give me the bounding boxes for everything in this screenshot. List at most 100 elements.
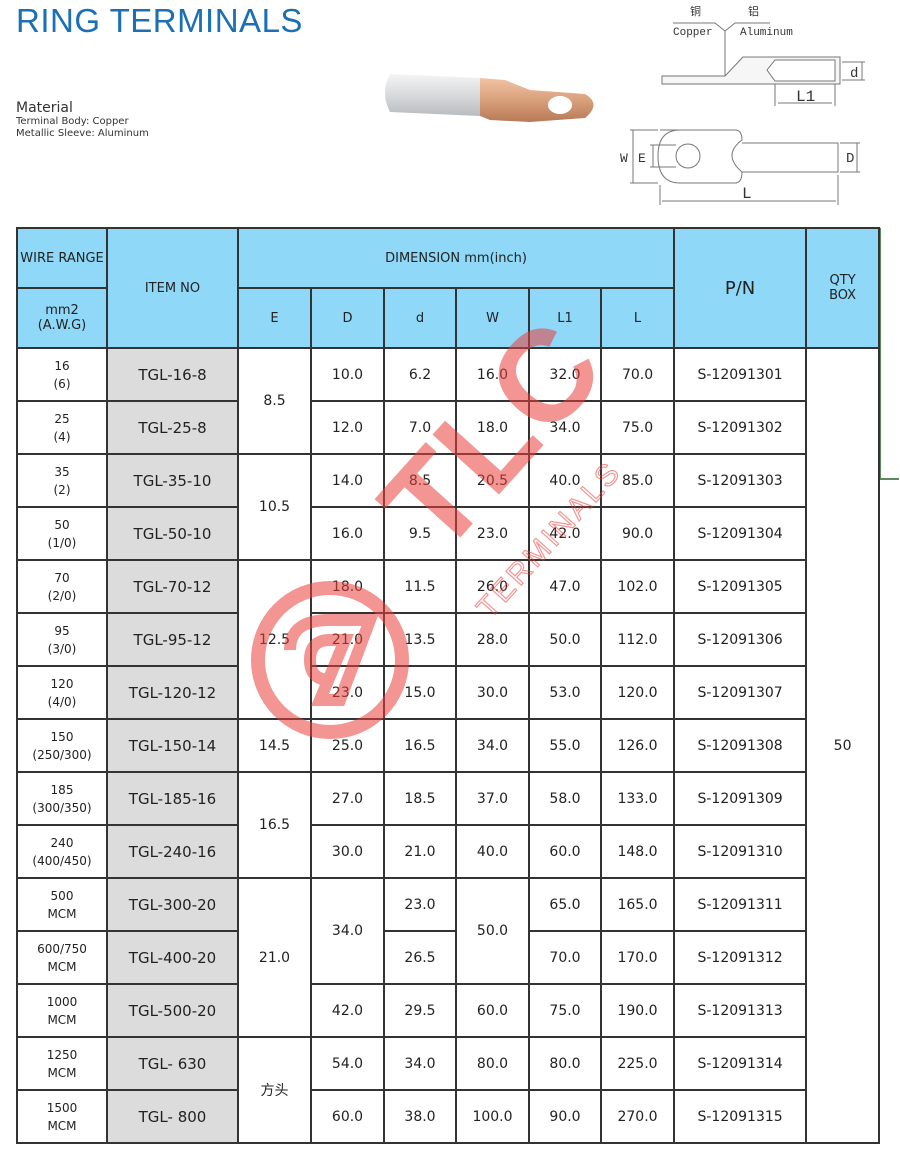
wire-mm2: 95 — [54, 623, 70, 638]
cell-item: TGL-400-20 — [106, 930, 239, 985]
cell-l1: 55.0 — [528, 718, 602, 773]
cell-pn: S-12091307 — [673, 665, 808, 720]
table-row: 600/750 MCM TGL-400-20 26.5 70.0 170.0 S-12091… — [16, 930, 879, 985]
cell-wire: 240 (400/450) — [16, 824, 108, 879]
cell-w: 23.0 — [455, 506, 530, 561]
cell-pn: S-12091304 — [673, 506, 808, 561]
cell-d: 6.2 — [383, 347, 457, 402]
e-label: E — [638, 151, 646, 166]
cell-d: 23.0 — [383, 877, 457, 932]
header-W: W — [455, 287, 530, 349]
divider-line — [879, 478, 899, 480]
cell-d: 27.0 — [310, 771, 385, 826]
cell-l: 112.0 — [599, 612, 676, 667]
cell-d: 8.5 — [383, 453, 457, 508]
awg-label: (A.W.G) — [37, 318, 87, 333]
cell-l1: 50.0 — [528, 612, 602, 667]
cell-l1: 60.0 — [528, 824, 602, 879]
cell-wire: 1000 MCM — [16, 983, 108, 1038]
cell-l: 170.0 — [599, 930, 676, 985]
cell-d: 42.0 — [310, 983, 385, 1038]
wire-awg: MCM — [47, 1065, 77, 1080]
cell-item: TGL-70-12 — [106, 559, 239, 614]
cell-l1: 34.0 — [528, 400, 602, 455]
l-label: L — [742, 185, 752, 203]
cell-d: 54.0 — [310, 1036, 385, 1091]
cell-w: 80.0 — [455, 1036, 530, 1091]
wire-awg: (250/300) — [32, 747, 92, 762]
header-L: L — [599, 287, 676, 349]
cell-d: 34.0 — [310, 877, 385, 985]
cell-d: 14.0 — [310, 453, 385, 508]
cell-l: 102.0 — [599, 559, 676, 614]
cell-l: 75.0 — [599, 400, 676, 455]
specification-table: WIRE RANGE ITEM NO DIMENSION mm(inch) P/… — [16, 227, 881, 1144]
cell-w: 37.0 — [455, 771, 530, 826]
table-row: 150 (250/300) TGL-150-14 14.5 25.0 16.5 34.0 55… — [16, 718, 879, 773]
mm2-label: mm2 — [45, 303, 79, 318]
cell-e: 方头 — [237, 1036, 312, 1144]
cell-d: 38.0 — [383, 1089, 457, 1144]
d-label: d — [850, 66, 858, 82]
table-row: 500 MCM TGL-300-20 21.0 34.0 23.0 50.0 65.0 165.… — [16, 877, 879, 1038]
wire-awg: MCM — [47, 906, 77, 921]
cell-d: 16.5 — [383, 718, 457, 773]
cell-wire: 35 (2) — [16, 453, 108, 508]
aluminum-label: Aluminum — [740, 27, 793, 39]
wire-awg: (300/350) — [32, 800, 92, 815]
wire-awg: (400/450) — [32, 853, 92, 868]
cell-l: 90.0 — [599, 506, 676, 561]
wire-mm2: 1250 — [46, 1047, 78, 1062]
cell-d: 16.0 — [310, 506, 385, 561]
cell-wire: 50 (1/0) — [16, 506, 108, 561]
wire-awg: (4/0) — [47, 694, 77, 709]
cell-wire: 70 (2/0) — [16, 559, 108, 614]
copper-label: Copper — [673, 27, 713, 39]
cell-wire: 185 (300/350) — [16, 771, 108, 826]
table-row: 95 (3/0) TGL-95-12 21.0 13.5 28.0 50.0 112.0 S-1… — [16, 612, 879, 667]
cell-item: TGL-185-16 — [106, 771, 239, 826]
table-row: 1000 MCM TGL-500-20 42.0 29.5 60.0 75.0 190.0 S-… — [16, 983, 879, 1038]
cell-wire: 120 (4/0) — [16, 665, 108, 720]
cell-pn: S-12091313 — [673, 983, 808, 1038]
cell-item: TGL-300-20 — [106, 877, 239, 932]
cell-e: 8.5 — [237, 347, 312, 455]
wire-mm2: 25 — [54, 411, 70, 426]
wire-mm2: 35 — [54, 464, 70, 479]
divider-line — [879, 228, 881, 478]
cell-item: TGL-120-12 — [106, 665, 239, 720]
cell-l1: 40.0 — [528, 453, 602, 508]
cell-l: 70.0 — [599, 347, 676, 402]
material-line: Terminal Body: Copper — [16, 116, 129, 127]
cell-w: 30.0 — [455, 665, 530, 720]
wire-mm2: 500 — [50, 888, 74, 903]
header-qty-box: QTY BOX — [805, 227, 881, 349]
cell-pn: S-12091314 — [673, 1036, 808, 1091]
cell-d: 25.0 — [310, 718, 385, 773]
cell-wire: 1250 MCM — [16, 1036, 108, 1091]
cell-item: TGL-150-14 — [106, 718, 239, 773]
material-heading: Material — [16, 100, 73, 116]
material-line: Metallic Sleeve: Aluminum — [16, 128, 149, 139]
table-row: 1500 MCM TGL- 800 60.0 38.0 100.0 90.0 270.0 S-1… — [16, 1089, 879, 1144]
cell-l1: 70.0 — [528, 930, 602, 985]
cell-pn: S-12091308 — [673, 718, 808, 773]
cell-wire: 150 (250/300) — [16, 718, 108, 773]
cell-wire: 500 MCM — [16, 877, 108, 932]
cell-w: 60.0 — [455, 983, 530, 1038]
cell-w: 20.5 — [455, 453, 530, 508]
cell-pn: S-12091303 — [673, 453, 808, 508]
cell-e: 21.0 — [237, 877, 312, 1038]
w-label: W — [620, 151, 628, 166]
cell-item: TGL-25-8 — [106, 400, 239, 455]
cell-pn: S-12091301 — [673, 347, 808, 402]
cell-w: 16.0 — [455, 347, 530, 402]
cell-item: TGL-95-12 — [106, 612, 239, 667]
cell-d: 26.5 — [383, 930, 457, 985]
wire-mm2: 50 — [54, 517, 70, 532]
aluminum-cn-label: 铝 — [748, 4, 759, 19]
cell-l: 133.0 — [599, 771, 676, 826]
wire-awg: (2/0) — [47, 588, 77, 603]
header-pn: P/N — [673, 227, 808, 349]
cell-w: 100.0 — [455, 1089, 530, 1144]
